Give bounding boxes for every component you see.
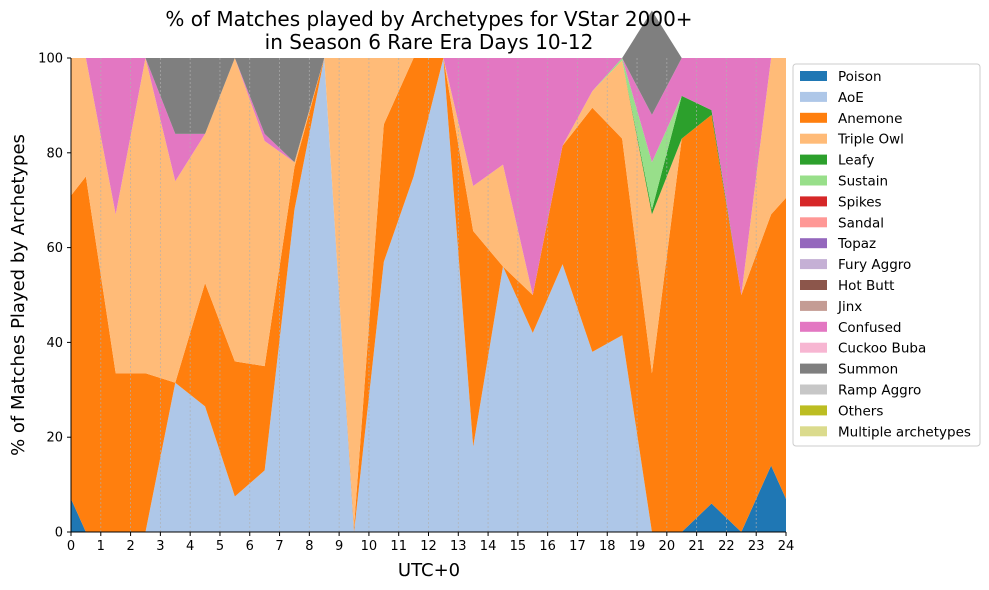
chart-title-line-2: in Season 6 Rare Era Days 10-12 (265, 30, 594, 54)
legend: Poison AoE Anemone Triple Owl Leafy Sustain Sp… (792, 63, 981, 447)
x-tick-label: 11 (390, 539, 407, 554)
x-tick-label: 23 (748, 539, 765, 554)
legend-frame (792, 63, 981, 447)
x-tick-label: 0 (67, 539, 75, 554)
x-tick-label: 15 (510, 539, 527, 554)
x-tick-label: 4 (186, 539, 194, 554)
y-tick-label: 60 (46, 241, 63, 256)
legend-swatch (800, 91, 827, 102)
x-tick-label: 14 (480, 539, 497, 554)
series-area-anemone (71, 58, 786, 532)
axes-layer: 0 1 2 3 4 5 6 7 8 9 10 11 12 13 14 15 16 17 18 19 20 21 22 23 24… (38, 52, 794, 555)
series-area-confused (71, 58, 786, 295)
y-axis-label: % of Matches Played by Archetypes (8, 134, 29, 456)
x-tick-label: 9 (335, 539, 343, 554)
x-tick-label: 13 (450, 539, 467, 554)
x-tick-label: 1 (97, 539, 105, 554)
legend-swatch (800, 175, 827, 186)
legend-swatch (800, 71, 827, 81)
x-tick-label: 20 (659, 539, 676, 554)
legend-label: Confused (838, 320, 901, 336)
x-tick-label: 2 (126, 539, 134, 554)
legend-label: Others (838, 403, 883, 419)
legend-swatch (800, 384, 827, 395)
x-tick-label: 17 (569, 539, 586, 554)
legend-swatch (800, 154, 827, 165)
legend-label: Triple Owl (837, 132, 904, 148)
legend-label: Cuckoo Buba (838, 341, 926, 357)
legend-label: Anemone (838, 111, 902, 127)
legend-swatch (800, 112, 827, 123)
y-tick-label: 40 (46, 336, 63, 351)
series-area-poison (71, 465, 786, 532)
x-tick-label: 19 (629, 539, 646, 554)
x-axis-label: UTC+0 (398, 560, 460, 581)
legend-swatch (800, 405, 827, 416)
legend-label: Topaz (837, 236, 876, 252)
y-tick-label: 80 (46, 146, 63, 161)
legend-swatch (800, 133, 827, 144)
legend-label: Spikes (838, 194, 882, 210)
y-tick-label: 0 (55, 526, 63, 541)
legend-swatch (800, 217, 827, 228)
x-tick-label: 6 (246, 539, 254, 554)
x-tick-label: 12 (420, 539, 437, 554)
legend-swatch (800, 259, 827, 270)
legend-label: AoE (838, 90, 864, 106)
legend-swatch (800, 300, 827, 311)
legend-swatch (800, 321, 827, 332)
x-tick-label: 16 (539, 539, 556, 554)
legend-swatch (800, 238, 827, 249)
chart-title-line-1: % of Matches played by Archetypes for VS… (165, 7, 692, 31)
legend-swatch (800, 280, 827, 290)
x-tick-label: 24 (778, 539, 795, 554)
y-tick-label: 100 (38, 52, 63, 67)
legend-label: Sustain (838, 174, 888, 190)
x-tick-label: 22 (718, 539, 735, 554)
vertical-grid (100, 58, 757, 532)
legend-label: Multiple archetypes (838, 424, 971, 440)
x-tick-label: 5 (216, 539, 224, 554)
legend-label: Hot Butt (838, 278, 894, 294)
legend-label: Fury Aggro (838, 257, 911, 273)
legend-label: Poison (838, 69, 882, 85)
x-tick-label: 21 (688, 539, 705, 554)
legend-swatch (800, 363, 827, 374)
legend-label: Jinx (837, 299, 862, 315)
x-tick-label: 8 (305, 539, 313, 554)
x-tick-label: 18 (599, 539, 616, 554)
x-tick-label: 10 (361, 539, 378, 554)
legend-swatch (800, 196, 827, 207)
legend-label: Sandal (838, 215, 884, 231)
x-tick-label: 7 (275, 539, 283, 554)
legend-swatch (800, 426, 827, 437)
legend-label: Summon (838, 362, 898, 378)
y-tick-label: 20 (46, 431, 63, 446)
legend-label: Leafy (838, 153, 874, 169)
series-area-summon (71, 10, 786, 163)
legend-swatch (800, 342, 827, 353)
legend-label: Ramp Aggro (838, 383, 921, 399)
x-tick-label: 3 (156, 539, 164, 554)
